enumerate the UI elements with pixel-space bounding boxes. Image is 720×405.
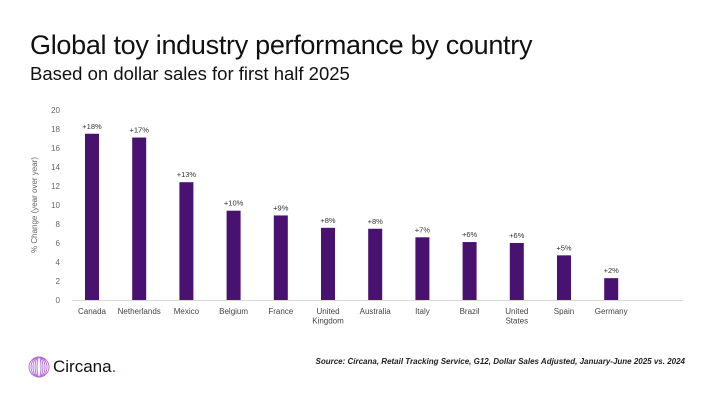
data-label: +10% [224, 199, 244, 208]
x-tick-label-line: Netherlands [118, 307, 161, 316]
y-tick-label: 4 [56, 258, 61, 267]
y-axis-label: % Change (year over year) [30, 157, 39, 253]
chart-subtitle: Based on dollar sales for first half 202… [30, 63, 350, 84]
data-label: +6% [509, 231, 525, 240]
y-tick-label: 10 [51, 201, 60, 210]
data-label: +18% [82, 122, 102, 131]
bar-australia [368, 228, 383, 300]
x-tick-label-line: France [268, 307, 293, 316]
logo-dot: . [111, 357, 117, 376]
bar-france [273, 215, 288, 300]
bar-canada [85, 133, 99, 300]
data-label: +6% [462, 230, 478, 239]
data-label: +2% [604, 266, 620, 275]
x-tick-label-line: Italy [415, 307, 430, 316]
data-label: +17% [129, 126, 149, 135]
data-label: +5% [556, 243, 572, 252]
x-tick-label: France [268, 307, 293, 316]
logo-name: Circana [53, 357, 112, 376]
x-tick-label: Australia [360, 307, 392, 316]
x-tick-label-line: Spain [554, 307, 574, 316]
x-tick-label: United Kingdom [312, 307, 344, 326]
logo-wordmark: Circana. [53, 357, 116, 377]
bar-netherlands [132, 137, 147, 300]
x-tick-label-line: Germany [595, 307, 628, 316]
circana-logo-icon [28, 356, 50, 378]
y-tick-label: 8 [56, 220, 61, 229]
y-tick-label: 20 [51, 106, 60, 115]
x-tick-label-line: Belgium [219, 307, 248, 316]
y-tick-label: 16 [51, 144, 60, 153]
bar-belgium [226, 210, 241, 300]
x-tick-label-line: Canada [78, 307, 107, 316]
y-tick-label: 2 [56, 277, 61, 286]
data-label: +7% [415, 225, 431, 234]
x-tick-label: United States [505, 307, 528, 326]
x-tick-label-line: United [505, 307, 528, 316]
source-note: Source: Circana, Retail Tracking Service… [315, 357, 685, 366]
bar-germany [604, 278, 619, 300]
data-label: +8% [368, 217, 384, 226]
x-tick-label: Mexico [174, 307, 200, 316]
bar-united-kingdom [321, 227, 335, 300]
data-label: +13% [177, 170, 197, 179]
bar-italy [415, 237, 430, 300]
data-label: +8% [320, 216, 336, 225]
bar-brazil [462, 242, 477, 300]
data-label: +9% [273, 203, 289, 212]
y-tick-label: 14 [51, 163, 60, 172]
bar-mexico [179, 182, 194, 300]
bar-spain [557, 255, 571, 300]
y-tick-label: 0 [56, 296, 61, 305]
x-tick-label: Spain [554, 307, 574, 316]
x-tick-label: Germany [595, 307, 628, 316]
x-tick-label: Netherlands [118, 307, 161, 316]
bar-united-states [509, 243, 524, 300]
chart-title: Global toy industry performance by count… [30, 30, 533, 60]
x-tick-label-line: Brazil [460, 307, 480, 316]
circana-logo: Circana. [28, 356, 116, 378]
y-tick-label: 18 [51, 125, 60, 134]
x-tick-label: Belgium [219, 307, 248, 316]
x-tick-label: Canada [78, 307, 107, 316]
x-tick-label-line: Kingdom [312, 317, 344, 326]
x-tick-label-line: Australia [360, 307, 392, 316]
x-tick-label: Italy [415, 307, 430, 316]
x-tick-label: Brazil [460, 307, 480, 316]
x-tick-label-line: United [316, 307, 339, 316]
y-tick-label: 12 [51, 182, 60, 191]
x-tick-label-line: Mexico [174, 307, 200, 316]
x-tick-label-line: States [505, 317, 528, 326]
y-tick-label: 6 [56, 239, 61, 248]
